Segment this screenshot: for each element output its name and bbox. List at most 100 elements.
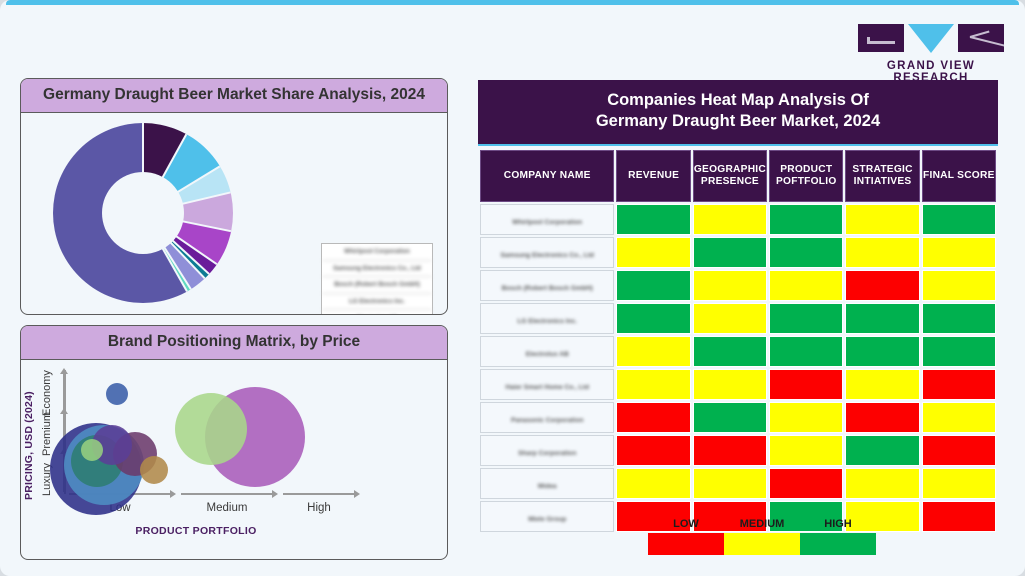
- heatmap-score-cell: [921, 435, 996, 467]
- heatmap-score-cell: [845, 204, 920, 236]
- heatmap-score-cell: [616, 402, 691, 434]
- heatmap-score-cell: [845, 501, 920, 533]
- heatmap-score-cell: [692, 303, 768, 335]
- matrix-bubble: [105, 382, 128, 405]
- heatmap-company-label: Haier Smart Home Co., Ltd: [505, 383, 590, 391]
- heatmap-head: COMPANY NAME REVENUE GEOGRAPHIC PRESENCE PR…: [480, 150, 996, 203]
- heatmap-col-header: STRATEGIC INTIATIVES: [845, 150, 920, 203]
- heatmap-score-cell: [692, 369, 768, 401]
- heatmap-company-label: Panasonic Corporation: [510, 416, 584, 424]
- legend-label: MEDIUM: [739, 518, 785, 530]
- heatmap-score-cell: [845, 402, 920, 434]
- table-row: Miele Group: [480, 501, 996, 533]
- table-row: Panasonic Corporation: [480, 402, 996, 434]
- heatmap-company-label: Samsung Electronics Co., Ltd: [500, 251, 594, 259]
- heatmap-company-cell: Samsung Electronics Co., Ltd: [480, 237, 615, 269]
- heatmap-section: Companies Heat Map Analysis Of Germany D…: [478, 80, 998, 533]
- matrix-bubble: [175, 393, 248, 466]
- legend-item: Whirlpool Corporation: [322, 244, 432, 261]
- heatmap-legend: LOW MEDIUM HIGH: [648, 518, 876, 555]
- heatmap-score-cell: [921, 237, 996, 269]
- heatmap-company-label: Electrolux AB: [525, 350, 569, 358]
- legend-item: Samsung Electronics Co., Ltd: [322, 261, 432, 278]
- heatmap-col-header: FINAL SCORE: [921, 150, 996, 203]
- brand-positioning-panel: Brand Positioning Matrix, by Price PRICI…: [20, 325, 448, 560]
- heatmap-score-cell: [921, 468, 996, 500]
- heatmap-score-cell: [692, 336, 768, 368]
- heatmap-company-cell: Midea: [480, 468, 615, 500]
- table-row: Sharp Corporation: [480, 435, 996, 467]
- heatmap-score-cell: [692, 468, 768, 500]
- table-row: Haier Smart Home Co., Ltd: [480, 369, 996, 401]
- heatmap-score-cell: [921, 303, 996, 335]
- heatmap-score-cell: [921, 336, 996, 368]
- heatmap-score-cell: [692, 435, 768, 467]
- heatmap-score-cell: [616, 204, 691, 236]
- table-row: Bosch (Robert Bosch GmbH): [480, 270, 996, 302]
- table-row: LG Electronics Inc.: [480, 303, 996, 335]
- legend-item: Electrolux AB: [322, 310, 432, 314]
- heatmap-body: Whirlpool Corporation Samsung Electronics…: [480, 204, 996, 533]
- heatmap-score-cell: [845, 270, 920, 302]
- market-share-panel: Germany Draught Beer Market Share Analys…: [20, 78, 448, 315]
- heatmap-col-header: PRODUCT POFTFOLIO: [769, 150, 844, 203]
- heatmap-score-cell: [921, 369, 996, 401]
- heatmap-score-cell: [769, 369, 844, 401]
- market-share-body: Whirlpool Corporation Samsung Electronics…: [21, 113, 447, 314]
- heatmap-score-cell: [769, 303, 844, 335]
- heatmap-table: COMPANY NAME REVENUE GEOGRAPHIC PRESENCE PR…: [478, 148, 998, 534]
- brand-logo: GRAND VIEW RESEARCH: [855, 24, 1007, 84]
- market-share-title: Germany Draught Beer Market Share Analys…: [21, 79, 447, 113]
- heatmap-score-cell: [845, 303, 920, 335]
- heatmap-score-cell: [616, 303, 691, 335]
- heatmap-score-cell: [769, 435, 844, 467]
- heatmap-score-cell: [769, 204, 844, 236]
- logo-marks: [855, 24, 1007, 54]
- x-axis-segment-arrow: [181, 490, 278, 497]
- legend-label: LOW: [673, 518, 699, 530]
- heatmap-score-cell: [692, 204, 768, 236]
- heatmap-score-cell: [921, 501, 996, 533]
- donut-company-legend: Whirlpool Corporation Samsung Electronics…: [321, 243, 433, 314]
- heatmap-score-cell: [692, 270, 768, 302]
- donut-slice-divider: [142, 123, 144, 213]
- y-axis-tick-premium: Premium: [41, 411, 53, 456]
- y-axis-tick-luxury: Economy: [41, 370, 53, 416]
- heatmap-company-cell: Whirlpool Corporation: [480, 204, 615, 236]
- heatmap-score-cell: [692, 237, 768, 269]
- heatmap-score-cell: [616, 501, 691, 533]
- heatmap-company-label: Miele Group: [528, 515, 567, 523]
- heatmap-score-cell: [845, 468, 920, 500]
- heatmap-title-line2: Germany Draught Beer Market, 2024: [595, 112, 881, 131]
- heatmap-score-cell: [692, 501, 768, 533]
- heatmap-score-cell: [845, 237, 920, 269]
- heatmap-company-label: Whirlpool Corporation: [512, 218, 583, 226]
- heatmap-company-cell: Miele Group: [480, 501, 615, 533]
- heatmap-score-cell: [845, 435, 920, 467]
- heatmap-score-cell: [616, 468, 691, 500]
- heatmap-score-cell: [616, 237, 691, 269]
- heatmap-score-cell: [769, 237, 844, 269]
- heatmap-score-cell: [921, 204, 996, 236]
- y-axis-tier-arrow: [60, 368, 67, 412]
- heatmap-company-cell: Haier Smart Home Co., Ltd: [480, 369, 615, 401]
- heatmap-col-header: COMPANY NAME: [480, 150, 615, 203]
- heatmap-score-cell: [769, 468, 844, 500]
- brand-positioning-title: Brand Positioning Matrix, by Price: [21, 326, 447, 360]
- heatmap-col-header: REVENUE: [616, 150, 691, 203]
- heatmap-score-cell: [769, 402, 844, 434]
- heatmap-title: Companies Heat Map Analysis Of Germany D…: [478, 80, 998, 147]
- heatmap-score-cell: [769, 501, 844, 533]
- heatmap-title-line1: Companies Heat Map Analysis Of: [607, 91, 869, 109]
- logo-r-mark-icon: [958, 24, 1004, 52]
- y-axis-line: [64, 370, 66, 494]
- brand-positioning-plot: PRICING, USD (2024) PRODUCT PORTFOLIO Wh…: [21, 360, 447, 556]
- x-axis-segment-arrow: [283, 490, 360, 497]
- x-axis-tick-medium: Medium: [206, 502, 248, 514]
- heatmap-score-cell: [616, 270, 691, 302]
- heatmap-score-cell: [616, 435, 691, 467]
- legend-item: LG Electronics Inc.: [322, 294, 432, 311]
- legend-label: HIGH: [824, 518, 852, 530]
- legend-swatch: [724, 533, 800, 555]
